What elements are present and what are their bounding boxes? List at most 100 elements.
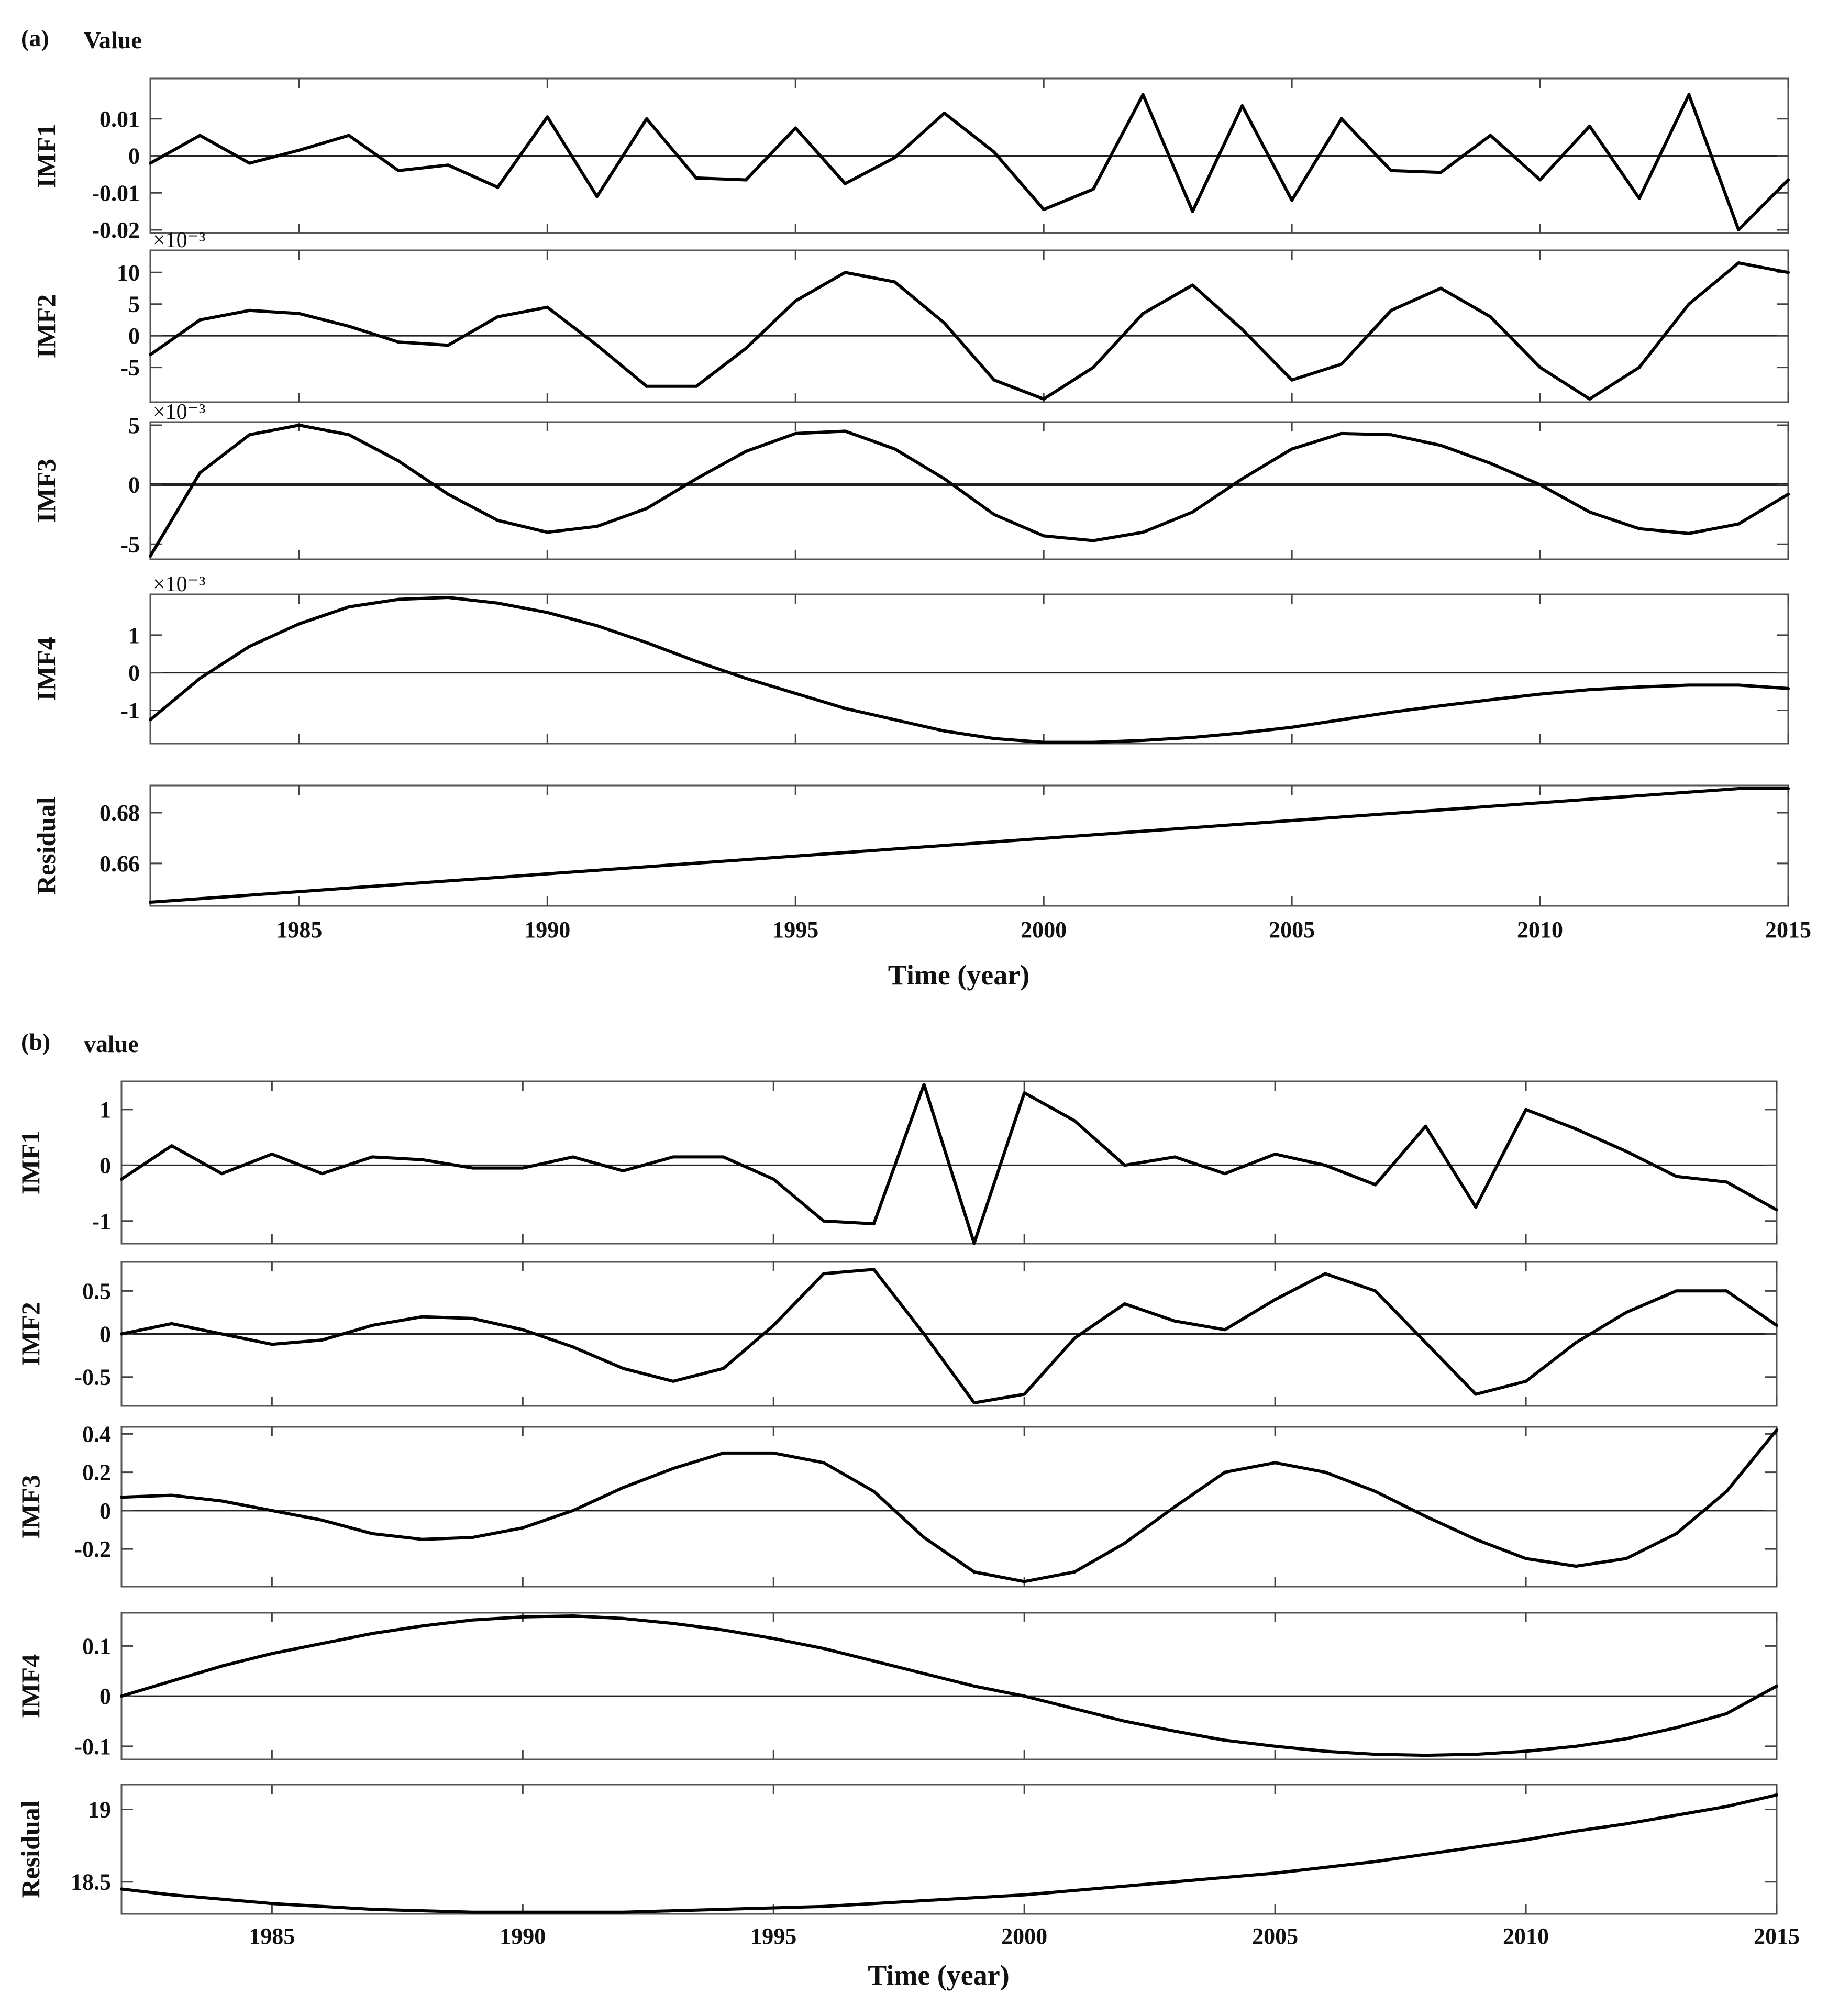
data-point [621, 1169, 625, 1172]
data-point [972, 1242, 976, 1245]
data-point [744, 450, 748, 453]
data-point [248, 308, 251, 312]
data-point [571, 1614, 575, 1618]
data-point [1072, 1707, 1076, 1711]
data-point [772, 1451, 775, 1455]
series-line-residual [149, 787, 1790, 904]
data-point [694, 861, 698, 865]
data-point [1072, 1889, 1076, 1892]
data-point [972, 1685, 976, 1688]
y-tick-label: 10 [117, 260, 140, 285]
y-tick-label: 0.68 [99, 800, 140, 826]
data-point [149, 353, 152, 357]
data-point [1373, 1289, 1377, 1293]
data-point [1637, 685, 1641, 689]
data-point [671, 1622, 675, 1625]
data-point [347, 325, 351, 328]
data-point [1091, 833, 1095, 837]
data-point [844, 271, 847, 274]
data-point [1042, 740, 1046, 744]
data-point [1091, 365, 1095, 369]
data-point [546, 115, 549, 119]
data-point [1675, 1532, 1678, 1535]
y-axis-label: Residual [16, 1800, 45, 1898]
data-point [347, 886, 351, 890]
data-point [794, 299, 797, 303]
data-point [1373, 1490, 1377, 1493]
data-point [943, 844, 946, 847]
data-point [922, 1536, 926, 1539]
data-point [496, 601, 500, 605]
data-point [1091, 740, 1095, 744]
panel-label: (b) [21, 1028, 50, 1055]
x-axis-label: Time (year) [868, 1959, 1009, 1991]
data-point [1373, 1183, 1377, 1187]
data-point [943, 477, 946, 481]
y-axis-label: IMF4 [16, 1654, 45, 1718]
data-point [1223, 1876, 1227, 1879]
data-point [893, 718, 896, 722]
data-point [893, 447, 896, 451]
x-tick-label: 1985 [249, 1923, 295, 1949]
data-point [1290, 198, 1294, 202]
data-point [1424, 1853, 1427, 1856]
data-point [1787, 271, 1790, 274]
data-point [1474, 1753, 1478, 1756]
data-point [1588, 397, 1591, 401]
data-point [370, 1532, 374, 1535]
data-point [1023, 1091, 1026, 1094]
data-point [1339, 362, 1343, 366]
data-point [943, 112, 946, 115]
data-point [1191, 510, 1194, 514]
data-point [1023, 1392, 1026, 1396]
data-point [1624, 1557, 1628, 1560]
y-axis-label: IMF1 [31, 124, 61, 187]
data-point [1737, 522, 1741, 526]
data-point [120, 1177, 123, 1181]
data-point [320, 1642, 324, 1645]
x-tick-label: 2005 [1269, 917, 1315, 943]
axes-frame [120, 1784, 1778, 1915]
data-point [1624, 1822, 1628, 1826]
data-point [270, 1902, 274, 1906]
y-tick-label: 5 [128, 413, 140, 438]
data-point [370, 1632, 374, 1635]
data-point [297, 622, 301, 626]
data-point [1524, 1749, 1528, 1753]
data-point [1240, 104, 1244, 107]
data-point [270, 1343, 274, 1346]
panel-label: (a) [21, 25, 49, 51]
data-point [446, 879, 450, 883]
data-point [694, 384, 698, 388]
axes-frame [120, 1426, 1778, 1588]
data-point [645, 384, 648, 388]
subplot-imf4: 0.1 0 -0.1 IMF4 [16, 1612, 1778, 1760]
data-point [320, 1338, 324, 1342]
y-axis-label: IMF4 [31, 637, 61, 701]
y-tick-label: 0 [99, 1498, 111, 1524]
x-tick-label: 2000 [1001, 1923, 1047, 1949]
data-point [822, 1461, 826, 1465]
data-point [1389, 711, 1393, 714]
data-point [1725, 1490, 1729, 1493]
data-point [1191, 826, 1194, 829]
data-point [1141, 829, 1145, 833]
data-point [1290, 725, 1294, 729]
data-point [396, 459, 400, 463]
data-point [772, 1906, 775, 1910]
data-point [546, 305, 549, 309]
data-point [120, 1332, 123, 1336]
data-point [972, 1570, 976, 1574]
data-point [645, 641, 648, 645]
data-point [1023, 1694, 1026, 1698]
data-point [1424, 1754, 1427, 1757]
data-point [722, 1908, 725, 1911]
y-tick-label: 0 [99, 1683, 111, 1709]
data-point [471, 1536, 474, 1539]
chart-title: Value [84, 27, 142, 53]
data-point [1637, 196, 1641, 200]
x-tick-label: 1985 [276, 917, 322, 943]
data-point [1489, 698, 1492, 702]
data-point [794, 854, 797, 858]
y-tick-label: -1 [120, 698, 140, 724]
